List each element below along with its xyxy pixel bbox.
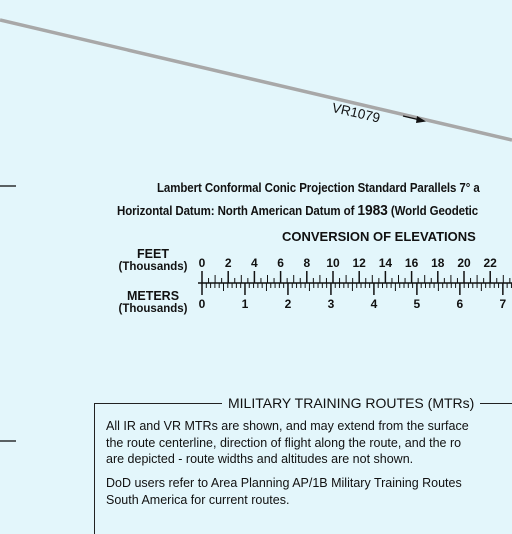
meters-label-block: METERS (Thousands) xyxy=(114,290,192,316)
feet-tick-label: 4 xyxy=(251,256,258,270)
feet-tick-label: 2 xyxy=(224,256,232,270)
feet-label-block: FEET (Thousands) xyxy=(114,248,192,274)
datum-year: 1983 xyxy=(357,202,388,219)
mtr-para-2-line: DoD users refer to Area Planning AP/1B M… xyxy=(106,476,462,490)
feet-tick-label: 0 xyxy=(198,256,206,270)
feet-tick-label: 20 xyxy=(457,256,471,270)
meters-label: METERS xyxy=(126,289,180,303)
mtr-para-1: All IR and VR MTRs are shown, and may ex… xyxy=(106,418,469,468)
route-arrow-head xyxy=(416,116,426,123)
mtr-para-1-line: the route centerline, direction of fligh… xyxy=(106,435,462,450)
mtr-para-2-line: South America for current routes. xyxy=(106,492,290,507)
feet-tick-label: 22 xyxy=(483,256,497,270)
meter-tick-label: 3 xyxy=(327,297,335,311)
elevation-scale xyxy=(198,271,512,295)
conversion-title: CONVERSION OF ELEVATIONS xyxy=(282,229,476,244)
feet-tick-label: 14 xyxy=(378,256,393,270)
datum-suffix: (World Geodetic xyxy=(387,204,479,218)
meter-tick-label: 4 xyxy=(370,297,378,311)
meter-tick-label: 7 xyxy=(499,297,507,311)
feet-tick-label: 12 xyxy=(352,256,366,270)
datum-prefix: Horizontal Datum: North American Datum o… xyxy=(117,204,358,218)
feet-unit: (Thousands) xyxy=(118,261,188,273)
meter-tick-label: 1 xyxy=(241,297,249,311)
meter-tick-label: 2 xyxy=(284,297,292,311)
mtr-para-1-line: All IR and VR MTRs are shown, and may ex… xyxy=(106,419,469,433)
projection-note: Lambert Conformal Conic Projection Stand… xyxy=(157,181,480,195)
feet-tick-label: 8 xyxy=(303,256,311,270)
datum-note: Horizontal Datum: North American Datum o… xyxy=(117,202,478,219)
feet-tick-label: 18 xyxy=(431,256,445,270)
mtr-title: MILITARY TRAINING ROUTES (MTRs) xyxy=(222,395,481,411)
mtr-para-2: DoD users refer to Area Planning AP/1B M… xyxy=(106,475,462,508)
meters-unit: (Thousands) xyxy=(118,303,188,315)
meter-tick-label: 5 xyxy=(413,297,421,311)
feet-tick-label: 2 xyxy=(504,256,512,270)
feet-tick-label: 10 xyxy=(326,256,340,270)
meter-tick-label: 0 xyxy=(198,297,206,311)
feet-tick-label: 16 xyxy=(404,256,419,270)
route-line xyxy=(0,18,512,142)
mtr-para-1-line: are depicted - route widths and altitude… xyxy=(106,452,414,466)
feet-tick-label: 6 xyxy=(277,256,284,270)
meter-tick-label: 6 xyxy=(456,297,464,311)
feet-label: FEET xyxy=(137,247,169,261)
map-canvas xyxy=(0,18,512,442)
